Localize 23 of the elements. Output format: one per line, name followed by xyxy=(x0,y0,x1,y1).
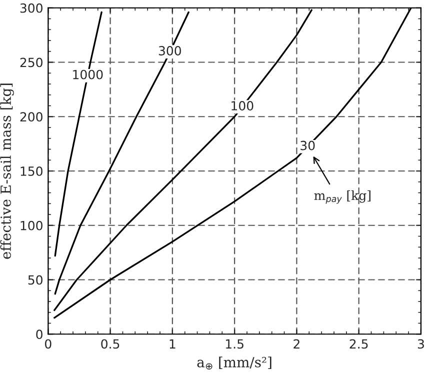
series-label: 1000 xyxy=(73,70,103,80)
series-label: 30 xyxy=(300,140,315,150)
x-tick-label: 3 xyxy=(418,339,424,349)
y-tick-label: 50 xyxy=(28,275,42,285)
x-tick-label: 2.5 xyxy=(350,339,368,349)
x-tick-label: 0.5 xyxy=(101,339,120,349)
x-axis-title: a$_{⊕}$ [mm/s²] xyxy=(197,356,272,370)
series-label: 300 xyxy=(158,46,181,56)
y-tick-label: 0 xyxy=(36,330,42,340)
y-axis-title: effective E-sail mass [kg] xyxy=(0,84,14,259)
y-tick-label: 150 xyxy=(20,166,42,176)
line-series xyxy=(54,11,190,295)
y-tick-label: 300 xyxy=(20,3,42,13)
line-series xyxy=(54,11,102,257)
series-label: 100 xyxy=(232,101,254,110)
x-tick-label: 2 xyxy=(294,339,300,348)
x-tick-label: 1 xyxy=(170,339,176,348)
y-tick-label: 200 xyxy=(20,112,42,122)
x-tick-label: 1.5 xyxy=(226,339,244,349)
annotation: m$_{pay}$ [kg] xyxy=(314,190,370,204)
x-tick-label: 0 xyxy=(45,339,52,349)
y-tick-label: 250 xyxy=(20,58,42,68)
y-tick-label: 100 xyxy=(20,220,42,230)
